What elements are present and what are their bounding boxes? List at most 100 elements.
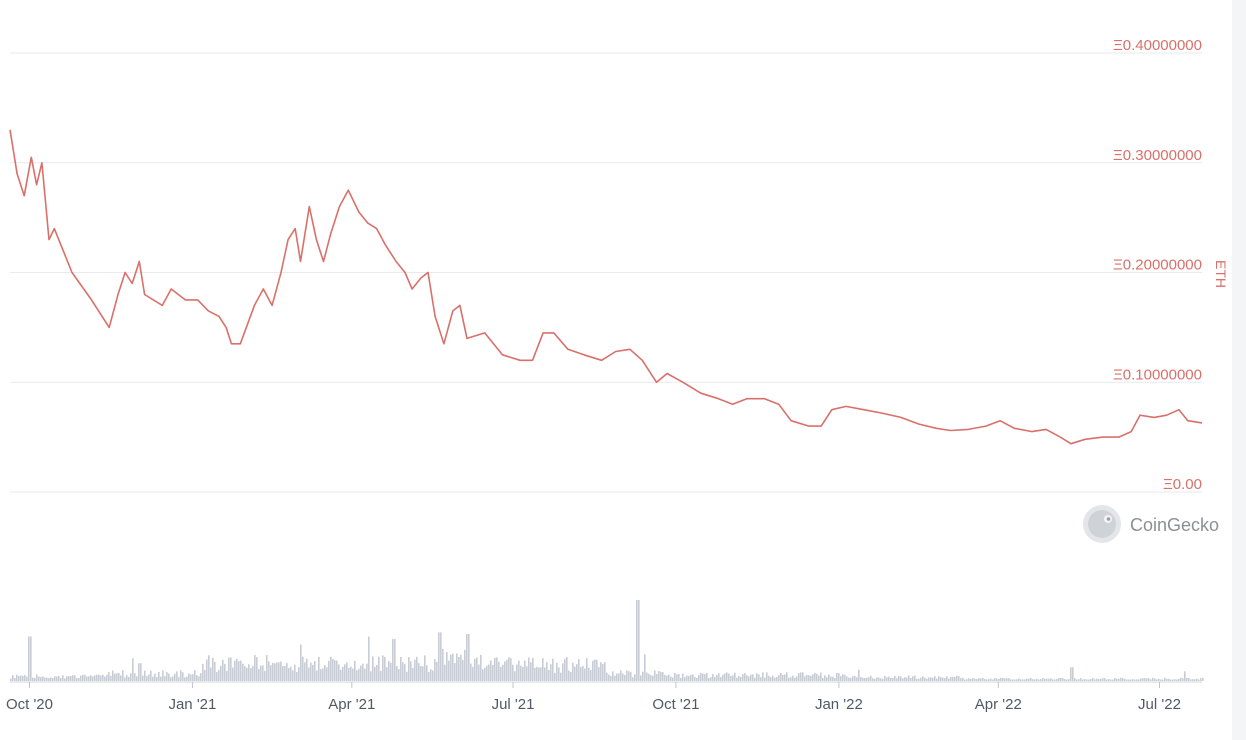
volume-bar: [656, 673, 658, 681]
volume-bar: [166, 672, 168, 681]
volume-bar: [1076, 679, 1078, 681]
volume-bar: [1148, 678, 1150, 681]
volume-bar: [412, 668, 414, 681]
volume-bar: [504, 661, 506, 681]
volume-bar: [134, 673, 136, 681]
volume-bar: [124, 677, 126, 681]
volume-bar: [882, 678, 884, 681]
volume-bar: [1162, 679, 1164, 681]
volume-bar: [576, 664, 578, 681]
volume-bar: [30, 636, 32, 681]
volume-bar: [682, 673, 684, 681]
volume-bar: [428, 671, 430, 681]
volume-bar: [1090, 679, 1092, 681]
price-series[interactable]: [9, 129, 1203, 445]
y-axis-ticks: Ξ0.40000000 Ξ0.30000000 Ξ0.20000000 Ξ0.1000…: [1113, 37, 1202, 493]
volume-bar: [378, 656, 380, 681]
volume-bar: [256, 657, 258, 681]
volume-bar: [854, 675, 856, 681]
volume-bar: [1150, 679, 1152, 681]
volume-bar: [810, 675, 812, 681]
volume-bar: [248, 664, 250, 681]
volume-bar: [296, 672, 298, 681]
volume-bar: [510, 658, 512, 681]
x-tick-label: Apr '22: [975, 696, 1022, 713]
volume-bar: [12, 675, 14, 681]
volume-bar: [1098, 679, 1100, 681]
volume-bar: [972, 678, 974, 681]
volume-bar: [234, 660, 236, 681]
volume-bar: [530, 662, 532, 681]
volume-bar: [842, 674, 844, 681]
volume-bar: [598, 667, 600, 681]
volume-bar: [368, 636, 370, 681]
volume-bar: [618, 673, 620, 681]
price-line[interactable]: [9, 129, 1203, 445]
volume-bar: [250, 668, 252, 681]
volume-bar: [670, 676, 672, 681]
volume-bar: [878, 677, 880, 681]
volume-bar: [1116, 678, 1118, 681]
volume-bar: [1092, 678, 1094, 681]
volume-bar: [888, 676, 890, 681]
volume-bar: [88, 676, 90, 681]
volume-bar: [948, 678, 950, 681]
volume-bar: [628, 671, 630, 681]
y-tick-label: Ξ0.30000000: [1113, 147, 1202, 164]
volume-bar: [728, 673, 730, 681]
volume-bar: [450, 654, 452, 681]
volume-bar: [138, 663, 140, 681]
volume-bar: [1198, 679, 1200, 681]
volume-bar: [398, 669, 400, 681]
volume-bar: [780, 672, 782, 681]
volume-bar: [710, 677, 712, 681]
volume-bar: [262, 665, 264, 681]
volume-bar: [1170, 679, 1172, 681]
volume-bar: [556, 662, 558, 681]
volume-bar: [380, 671, 382, 681]
volume-bar: [86, 676, 88, 681]
volume-bar: [692, 674, 694, 681]
volume-bar: [890, 677, 892, 681]
volume-bar: [394, 638, 396, 681]
volume-bar: [90, 675, 92, 681]
volume-bar: [1106, 679, 1108, 681]
volume-bar: [696, 677, 698, 681]
volume-bar: [768, 675, 770, 681]
x-tick-label: Oct '21: [652, 696, 699, 713]
volume-bar: [1064, 679, 1066, 681]
volume-bar: [592, 660, 594, 681]
volume-bar: [722, 674, 724, 681]
volume-bar: [958, 676, 960, 681]
volume-bar: [1108, 679, 1110, 681]
volume-bar: [1026, 678, 1028, 681]
volume-bar: [170, 677, 172, 681]
volume-bar: [1166, 678, 1168, 681]
volume-bar: [168, 673, 170, 681]
volume-bar: [970, 678, 972, 681]
volume-bar: [534, 667, 536, 681]
volume-bar: [232, 667, 234, 681]
volume-bar: [814, 672, 816, 681]
volume-bar: [840, 675, 842, 681]
volume-bar: [774, 677, 776, 681]
volume-bar: [298, 667, 300, 681]
volume-bar: [740, 676, 742, 681]
volume-bar: [668, 674, 670, 681]
volume-bar: [916, 678, 918, 681]
volume-bar: [228, 657, 230, 681]
volume-bar: [1078, 679, 1080, 681]
volume-bar: [708, 677, 710, 681]
volume-bar: [348, 668, 350, 681]
volume-bar: [1124, 678, 1126, 681]
volume-bar: [898, 675, 900, 681]
volume-bar: [100, 675, 102, 681]
volume-bar: [460, 654, 462, 681]
volume-bar: [404, 664, 406, 681]
volume-bar: [966, 679, 968, 681]
volume-bar: [930, 677, 932, 681]
volume-bar: [732, 675, 734, 681]
volume-bar: [742, 674, 744, 681]
volume-bar: [1028, 678, 1030, 681]
volume-bar: [584, 668, 586, 681]
